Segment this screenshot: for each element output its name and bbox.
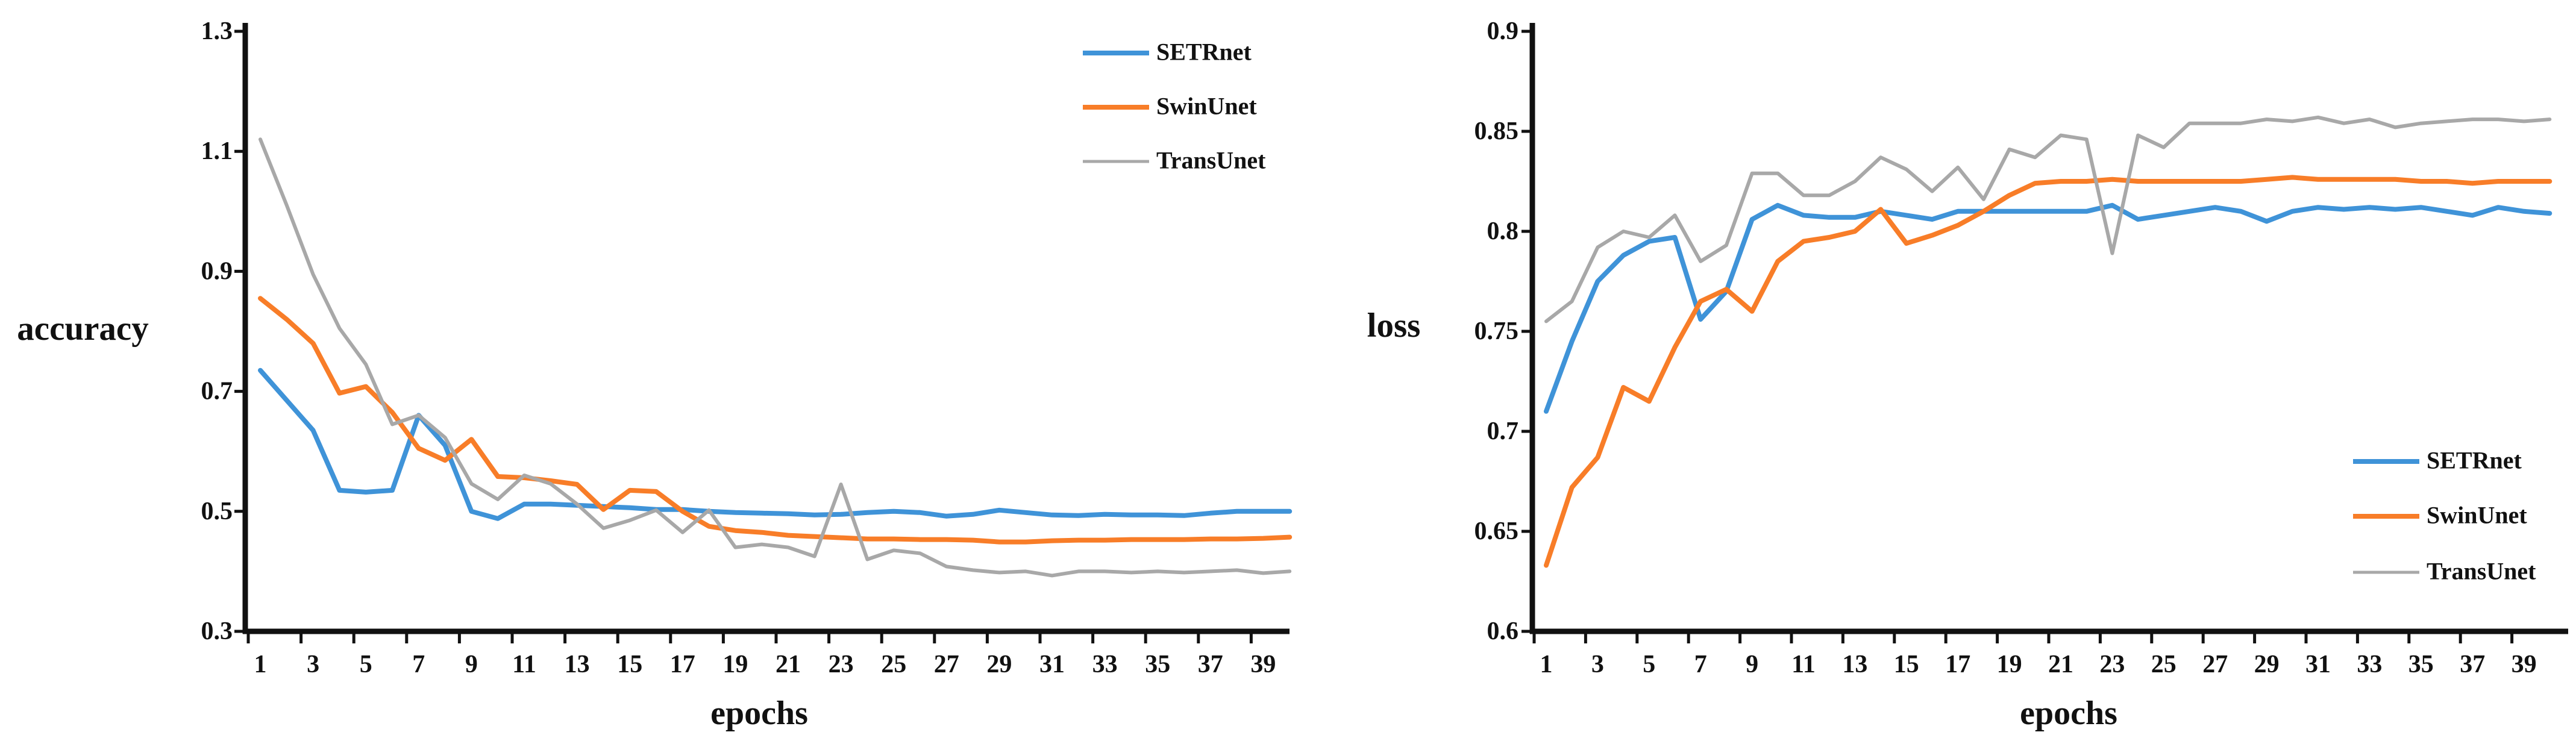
x-tick-label: 9 xyxy=(1746,651,1758,678)
y-tick-label: 0.7 xyxy=(1487,417,1519,445)
x-tick-label: 29 xyxy=(2254,651,2280,678)
x-tick-label: 1 xyxy=(254,651,267,678)
accuracy-transunet-line xyxy=(259,137,1292,578)
x-tick-label: 33 xyxy=(1092,651,1118,678)
x-tick-label: 17 xyxy=(670,651,695,678)
x-tick-label: 7 xyxy=(412,651,425,678)
x-tick-label: 31 xyxy=(2305,651,2331,678)
legend-label: SwinUnet xyxy=(2427,501,2527,529)
x-tick-label: 33 xyxy=(2357,651,2382,678)
legend-label: SwinUnet xyxy=(1156,92,1257,120)
y-tick-label: 1.1 xyxy=(201,137,233,165)
x-tick-label: 23 xyxy=(2099,651,2125,678)
transunet-line-swatch xyxy=(1083,160,1149,163)
y-tick-label: 0.8 xyxy=(1487,217,1519,245)
x-tick-label: 35 xyxy=(2408,651,2434,678)
x-tick-label: 39 xyxy=(2512,651,2537,678)
loss-transunet-line xyxy=(1544,115,2552,324)
x-tick-label: 19 xyxy=(722,651,748,678)
x-tick-label: 3 xyxy=(1591,651,1604,678)
y-tick-label: 0.9 xyxy=(1487,17,1519,45)
loss-axis-title: loss xyxy=(1367,307,1421,345)
y-tick-label: 0.75 xyxy=(1474,317,1519,345)
legend-label: SETRnet xyxy=(1156,38,1252,66)
y-tick-label: 0.6 xyxy=(1487,618,1519,645)
x-tick-label: 11 xyxy=(1791,651,1816,678)
swinunet-line-swatch xyxy=(2353,514,2419,519)
x-tick-label: 37 xyxy=(2460,651,2485,678)
accuracy-setrnet-line xyxy=(258,367,1293,521)
legend-label: TransUnet xyxy=(2427,557,2536,585)
y-tick-label: 0.3 xyxy=(201,618,233,645)
x-tick-label: 13 xyxy=(1842,651,1867,678)
setrnet-line-swatch xyxy=(2353,459,2419,464)
x-tick-label: 27 xyxy=(2202,651,2228,678)
epochs-axis-title-right: epochs xyxy=(2020,695,2117,732)
swinunet-line-swatch xyxy=(1083,105,1149,110)
x-tick-label: 35 xyxy=(1145,651,1170,678)
y-tick-label: 0.65 xyxy=(1474,517,1519,545)
x-tick-label: 39 xyxy=(1250,651,1276,678)
loss-setrnet-line xyxy=(1544,202,2552,414)
legend-label: SETRnet xyxy=(2427,446,2522,474)
x-tick-label: 11 xyxy=(512,651,536,678)
x-tick-label: 17 xyxy=(1945,651,1970,678)
accuracy-swinunet-line xyxy=(258,296,1293,545)
x-tick-label: 31 xyxy=(1039,651,1065,678)
x-tick-label: 23 xyxy=(829,651,854,678)
x-tick-label: 19 xyxy=(1997,651,2022,678)
x-tick-label: 5 xyxy=(360,651,372,678)
x-tick-label: 7 xyxy=(1694,651,1707,678)
y-tick-label: 0.5 xyxy=(201,498,233,525)
x-tick-label: 5 xyxy=(1643,651,1655,678)
transunet-line-swatch xyxy=(2353,571,2419,574)
x-tick-label: 27 xyxy=(934,651,959,678)
x-tick-label: 15 xyxy=(617,651,642,678)
x-tick-label: 25 xyxy=(881,651,906,678)
y-tick-label: 0.9 xyxy=(201,257,233,285)
loss-swinunet-line xyxy=(1544,175,2552,568)
y-tick-label: 1.3 xyxy=(201,17,233,45)
y-tick-label: 0.7 xyxy=(201,378,233,405)
accuracy-axis-title: accuracy xyxy=(17,310,149,348)
x-tick-label: 3 xyxy=(307,651,319,678)
x-tick-label: 9 xyxy=(465,651,478,678)
x-tick-label: 13 xyxy=(565,651,590,678)
x-tick-label: 29 xyxy=(986,651,1012,678)
x-tick-label: 21 xyxy=(2048,651,2073,678)
x-tick-label: 1 xyxy=(1540,651,1553,678)
setrnet-line-swatch xyxy=(1083,51,1149,55)
epochs-axis-title-left: epochs xyxy=(710,695,808,732)
y-tick-label: 0.85 xyxy=(1474,117,1519,145)
x-tick-label: 37 xyxy=(1198,651,1223,678)
legend-label: TransUnet xyxy=(1156,146,1266,174)
x-tick-label: 25 xyxy=(2151,651,2176,678)
x-tick-label: 21 xyxy=(776,651,801,678)
x-tick-label: 15 xyxy=(1894,651,1919,678)
